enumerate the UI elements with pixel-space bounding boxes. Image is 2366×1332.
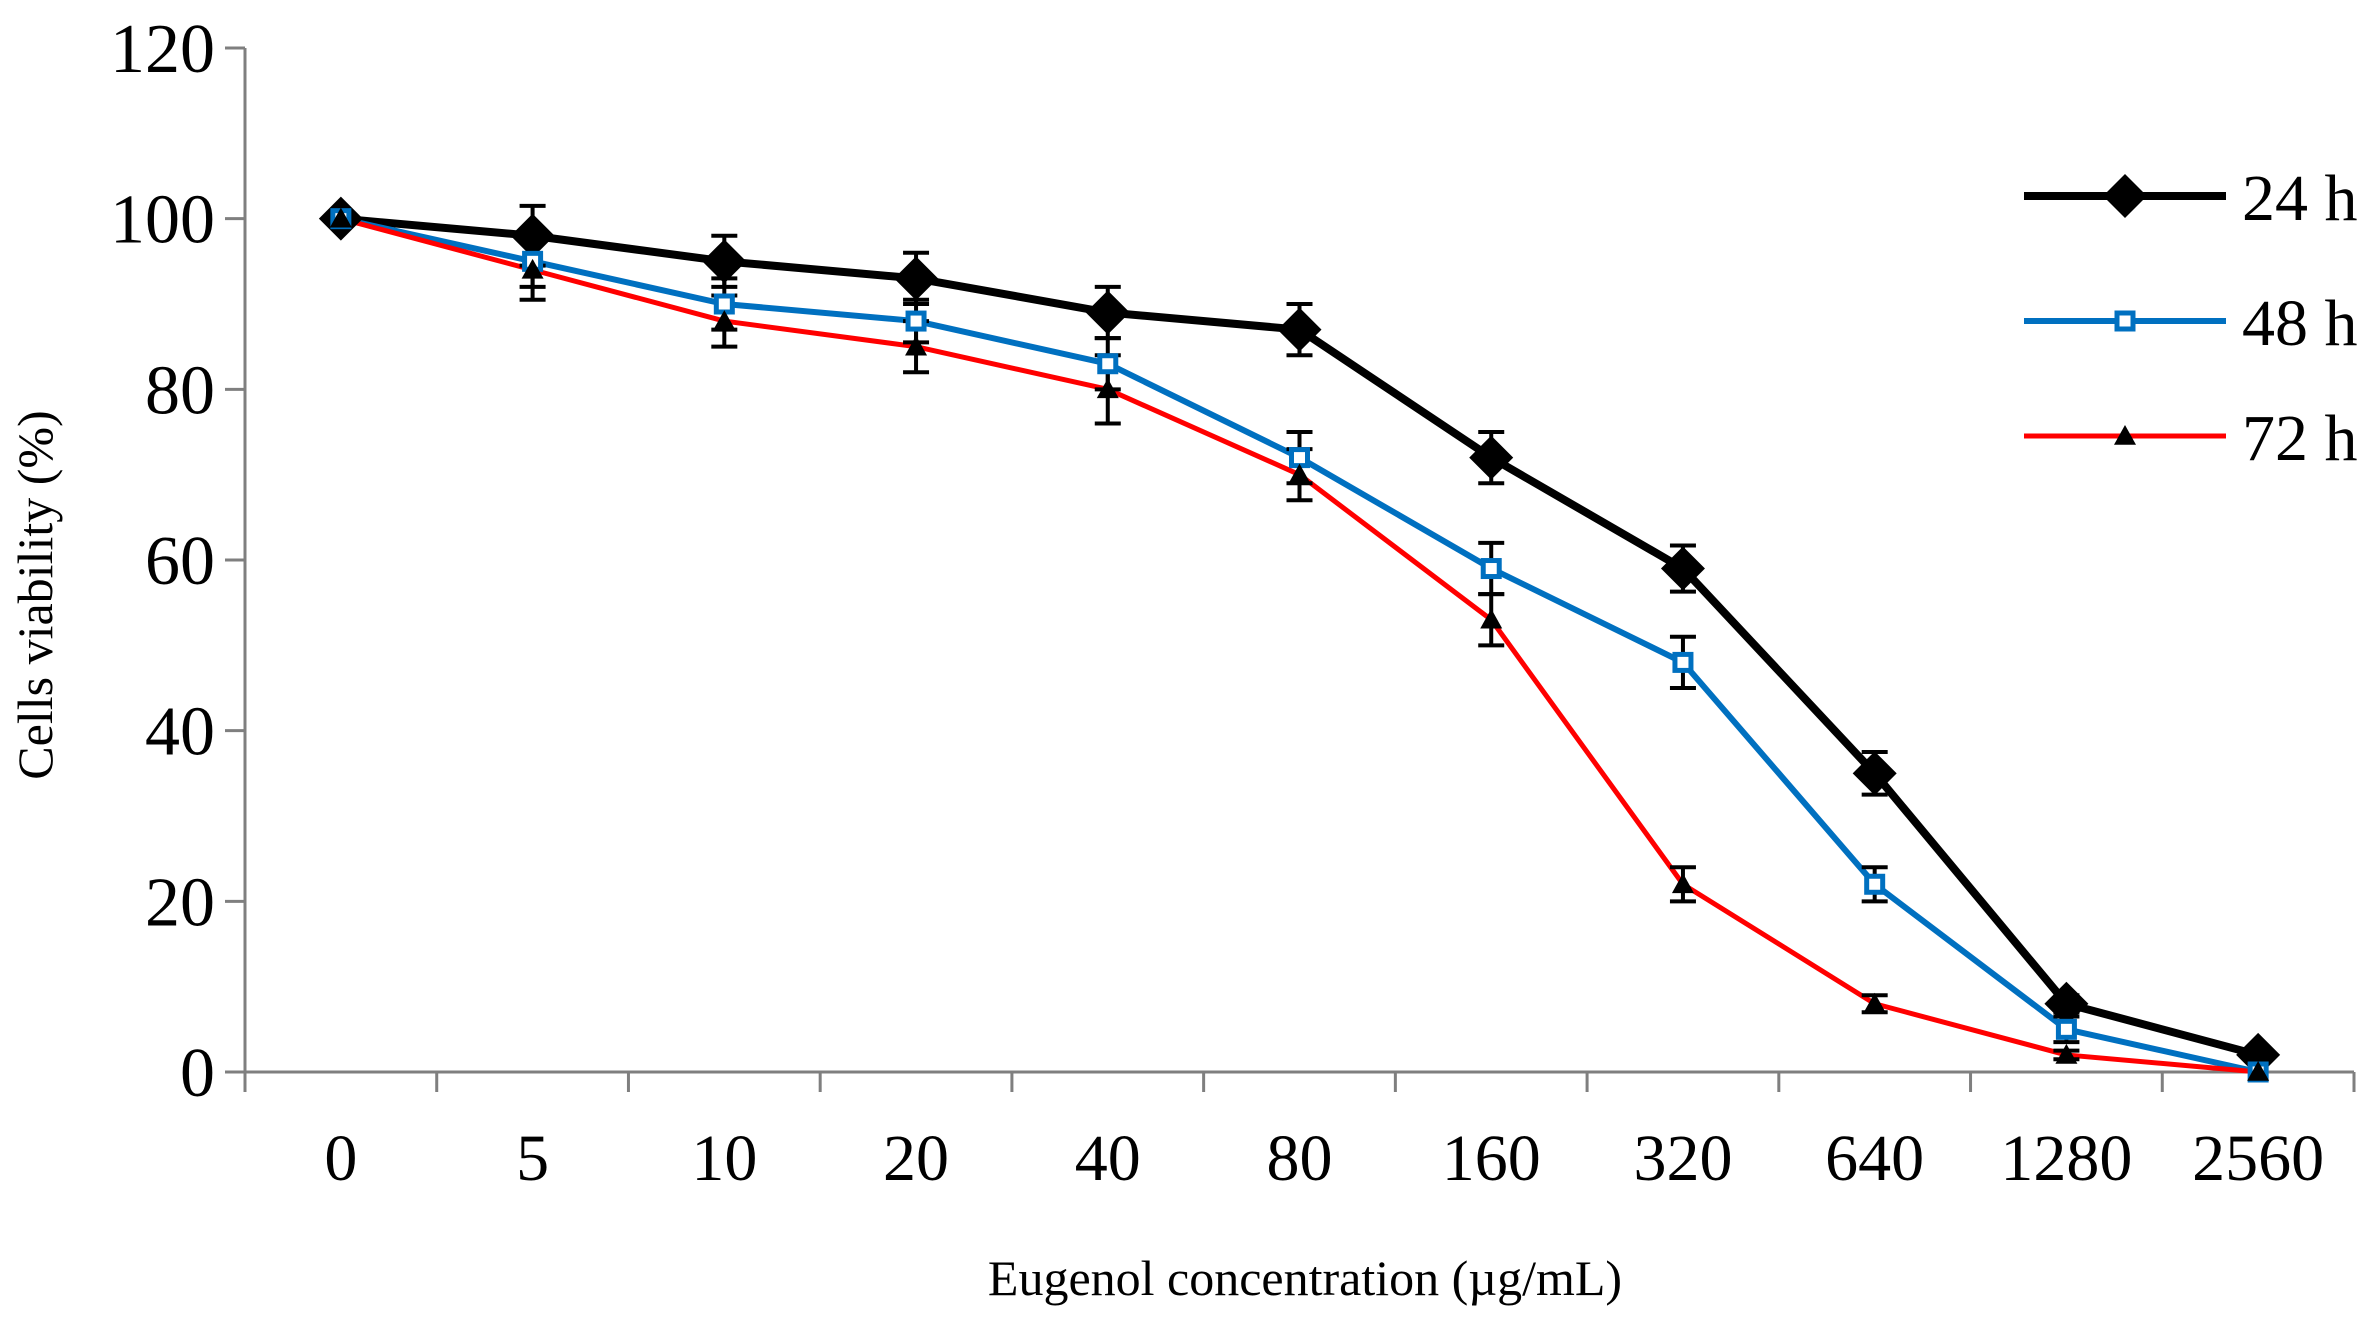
legend-swatch-marker-72h [2114,425,2136,445]
x-tick-label: 80 [1267,1122,1333,1195]
data-point-72h [1671,873,1694,894]
data-point-24h [1852,751,1897,796]
data-point-24h [1277,307,1322,352]
x-tick-label: 0 [324,1122,357,1195]
data-point-72h [713,310,736,330]
data-point-72h [2055,1043,2078,1064]
y-tick-label: 80 [145,352,215,429]
legend-swatch-marker-24h [2103,174,2147,218]
data-point-48h [713,293,735,315]
data-point-72h [1096,378,1119,399]
x-tick-label: 20 [883,1122,949,1195]
legend-label-24h: 24 h [2242,162,2358,235]
data-point-24h [1469,435,1514,480]
legend-entry-72h: 72 h [2024,402,2358,475]
x-tick-label: 5 [516,1122,549,1195]
y-tick-label: 0 [180,1035,215,1112]
data-point-48h [2055,1018,2077,1040]
x-tick-label: 40 [1075,1122,1141,1195]
data-point-24h [2236,1032,2281,1077]
data-point-72h [1480,608,1503,629]
legend-entry-48h: 48 h [2024,287,2358,360]
y-tick-label: 100 [110,182,215,259]
data-point-48h [1289,447,1310,469]
x-tick-label: 10 [691,1122,757,1195]
legend-entry-24h: 24 h [2024,162,2358,235]
data-point-24h [2044,981,2089,1026]
data-point-24h [1660,546,1705,591]
data-point-72h [1288,463,1311,484]
y-tick-label: 60 [145,523,215,600]
y-tick-label: 20 [145,864,215,941]
legend-label-72h: 72 h [2242,402,2358,475]
data-point-48h [1672,651,1694,673]
legend: 24 h 48 h 72 h [2024,162,2358,475]
x-tick-label: 640 [1825,1122,1924,1195]
data-point-24h [1085,290,1130,335]
data-point-72h [905,335,928,356]
marker-layer [318,196,2281,1083]
data-point-24h [702,239,747,284]
y-tick-label: 40 [145,694,215,771]
y-axis-title: Cells viability (%) [7,410,63,779]
data-point-48h [1097,353,1119,375]
data-point-48h [1864,873,1886,895]
data-point-72h [521,258,544,279]
x-tick-label: 1280 [2000,1122,2132,1195]
data-point-72h [329,207,352,228]
x-tick-label: 2560 [2192,1122,2324,1195]
data-point-24h [894,256,939,301]
legend-label-48h: 48 h [2242,287,2358,360]
data-point-48h [1480,558,1502,580]
axes-layer: 0 20 40 60 80 100 120 0 5 10 20 40 80 160 320 640 1280 25… [110,11,2356,1195]
x-axis-title: Eugenol concentration (µg/mL) [988,1250,1622,1306]
legend-swatch-marker-48h [2114,310,2136,332]
data-point-72h [1863,992,1886,1013]
x-tick-label: 160 [1442,1122,1541,1195]
data-point-72h [2247,1061,2270,1081]
data-point-24h [510,213,555,258]
y-tick-label: 120 [110,11,215,88]
x-tick-label: 320 [1633,1122,1732,1195]
data-point-48h [905,310,927,332]
